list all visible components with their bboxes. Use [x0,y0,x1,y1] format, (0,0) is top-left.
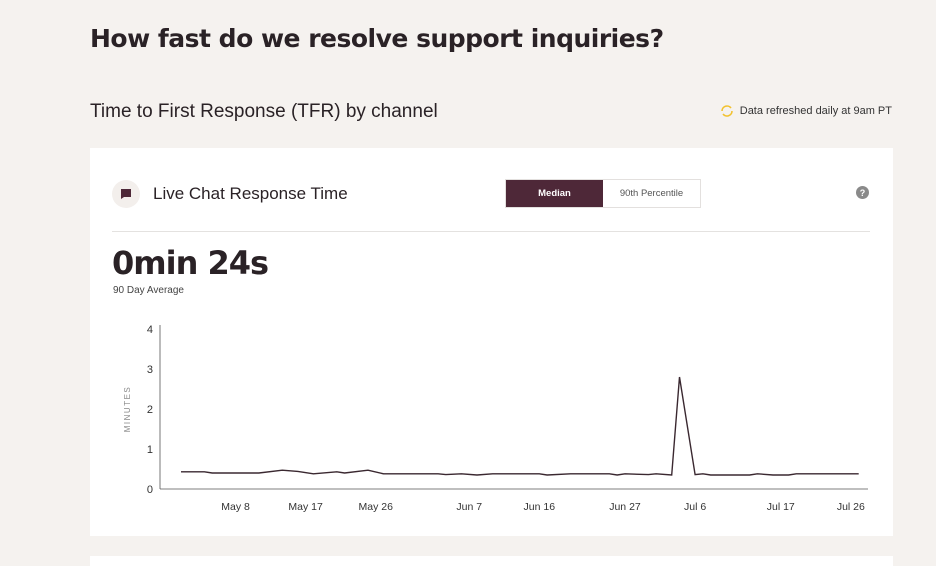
x-tick-label: Jun 16 [524,501,556,513]
x-tick-label: May 8 [221,501,250,513]
section-title: Time to First Response (TFR) by channel [90,101,438,122]
toggle-median[interactable]: Median [506,180,603,207]
refresh-text: Data refreshed daily at 9am PT [739,105,892,117]
x-tick-label: Jul 6 [684,501,706,513]
y-tick-label: 0 [147,484,153,496]
y-axis-label: MINUTES [123,386,132,433]
y-tick-label: 1 [147,444,153,456]
y-tick-label: 2 [147,404,153,416]
refresh-icon [720,105,733,117]
y-tick-label: 4 [147,324,153,336]
page-title: How fast do we resolve support inquiries… [90,24,664,53]
metric-toggle: Median 90th Percentile [505,179,701,208]
x-tick-label: Jun 7 [456,501,482,513]
metric-value: 0min 24s [112,244,269,282]
x-tick-label: May 17 [288,501,323,513]
chat-icon [112,180,140,208]
live-chat-card: Live Chat Response Time Median 90th Perc… [90,148,893,536]
series-line-median [181,376,859,476]
x-tick-label: Jun 27 [609,501,641,513]
x-tick-label: May 26 [359,501,394,513]
metric-label: 90 Day Average [113,285,184,296]
divider [112,231,870,232]
x-tick-label: Jul 26 [837,501,865,513]
x-tick-label: Jul 17 [767,501,795,513]
y-tick-label: 3 [147,364,153,376]
next-card [90,556,893,566]
refresh-note: Data refreshed daily at 9am PT [720,104,892,118]
toggle-90th-percentile[interactable]: 90th Percentile [619,188,684,199]
card-title: Live Chat Response Time [153,184,348,203]
line-chart: 0 1 2 3 4 May 8 May 17 May 26 Jun 7 Jun 16 Jun 27 J… [123,324,868,513]
help-icon[interactable]: ? [856,186,869,199]
